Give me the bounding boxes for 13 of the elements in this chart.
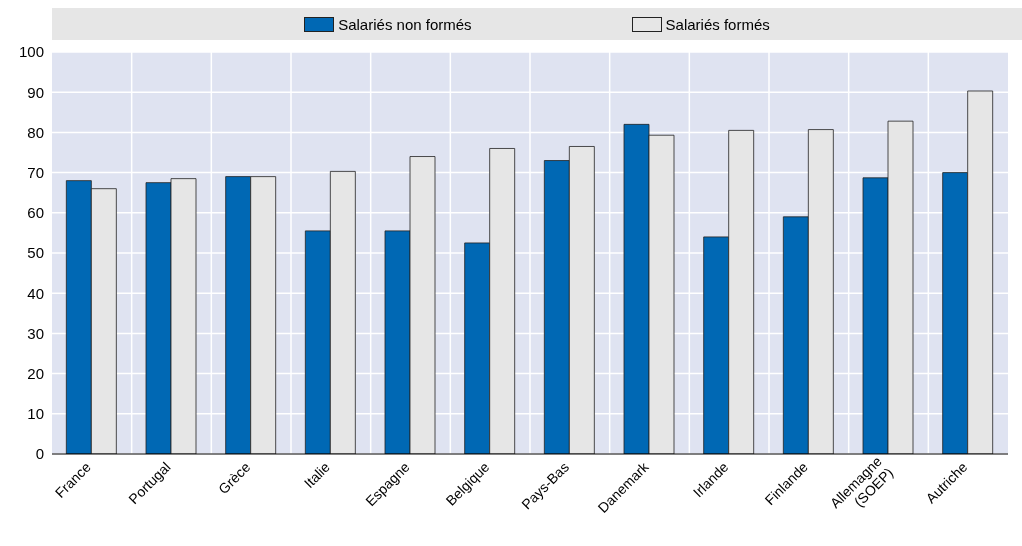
- y-tick-label: 30: [27, 324, 44, 342]
- y-tick-label: 10: [27, 405, 44, 423]
- y-tick-label: 70: [27, 163, 44, 181]
- y-tick-label: 50: [27, 244, 44, 262]
- legend-label: Salariés formés: [665, 15, 770, 33]
- y-tick-label: 100: [18, 43, 44, 61]
- y-tick-label: 0: [35, 445, 44, 463]
- y-tick-label: 20: [27, 364, 44, 382]
- y-tick-label: 60: [27, 204, 44, 222]
- y-tick-label: 80: [27, 123, 44, 141]
- y-tick-label: 40: [27, 284, 44, 302]
- legend-label: Salariés non formés: [338, 15, 472, 33]
- y-tick-label: 90: [27, 83, 44, 101]
